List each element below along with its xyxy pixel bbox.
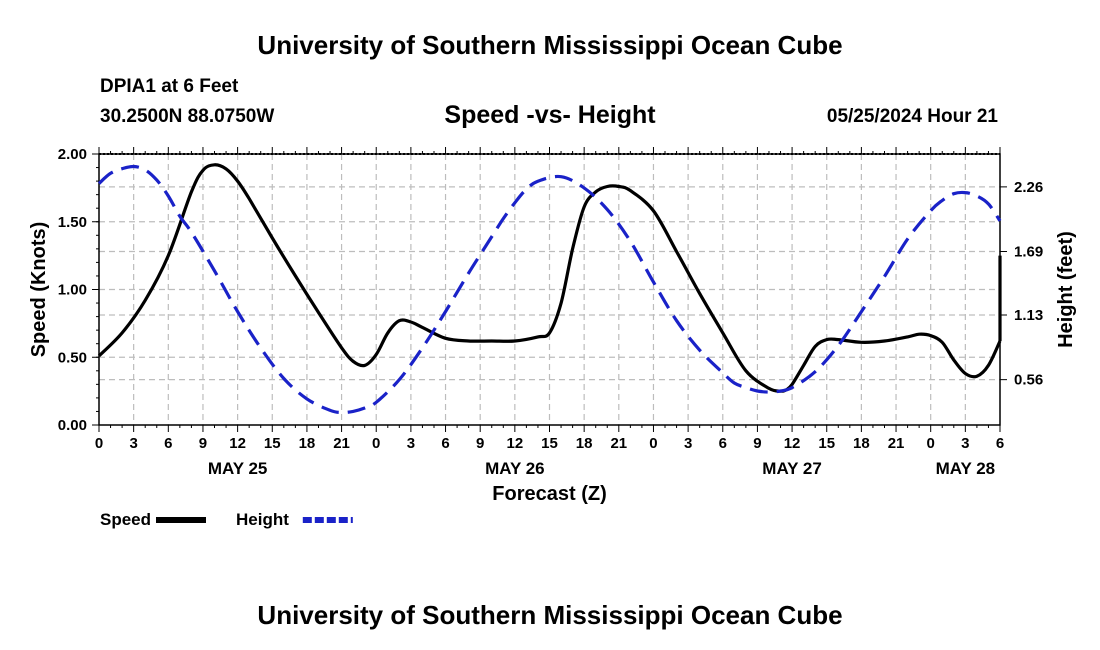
x-tick-label: 3 — [961, 435, 969, 452]
y2-tick-label: 1.13 — [1014, 307, 1043, 324]
x-tick-label: 12 — [507, 435, 524, 452]
x-tick-label: 21 — [610, 435, 627, 452]
y2-tick-label: 1.69 — [1014, 244, 1043, 261]
x-tick-label: 3 — [684, 435, 692, 452]
x-tick-label: 18 — [299, 435, 316, 452]
x-tick-label: 18 — [853, 435, 870, 452]
x-tick-label: 3 — [129, 435, 137, 452]
x-axis-label: Forecast (Z) — [492, 483, 606, 505]
legend-label-height: Height — [236, 510, 289, 529]
x-tick-label: 15 — [264, 435, 281, 452]
x-tick-label: 12 — [784, 435, 801, 452]
y-tick-label: 1.50 — [58, 214, 87, 231]
y-tick-label: 0.50 — [58, 349, 87, 366]
x-tick-label: 6 — [996, 435, 1004, 452]
x-tick-label: 0 — [95, 435, 103, 452]
x-tick-label: 3 — [407, 435, 415, 452]
footer-title: University of Southern Mississippi Ocean… — [257, 600, 843, 630]
x-tick-label: 0 — [927, 435, 935, 452]
station-label: DPIA1 at 6 Feet — [100, 76, 239, 97]
y-tick-label: 1.00 — [58, 282, 87, 299]
date-label: MAY 26 — [485, 459, 545, 478]
legend-label-speed: Speed — [100, 510, 151, 529]
x-tick-label: 21 — [888, 435, 905, 452]
x-tick-label: 6 — [164, 435, 172, 452]
x-tick-label: 0 — [372, 435, 380, 452]
date-label: MAY 28 — [936, 459, 996, 478]
series-line-height — [97, 164, 1002, 415]
x-tick-label: 9 — [476, 435, 484, 452]
x-tick-label: 9 — [199, 435, 207, 452]
series-line-speed — [97, 163, 1002, 393]
x-tick-label: 21 — [333, 435, 350, 452]
date-label: MAY 25 — [208, 459, 268, 478]
y-tick-label: 0.00 — [58, 417, 87, 434]
date-label: MAY 27 — [762, 459, 822, 478]
y2-tick-label: 0.56 — [1014, 372, 1043, 389]
x-tick-label: 0 — [649, 435, 657, 452]
station-coordinates: 30.2500N 88.0750W — [100, 106, 275, 127]
y2-axis-label: Height (feet) — [1055, 231, 1077, 348]
x-tick-label: 6 — [441, 435, 449, 452]
x-tick-label: 6 — [719, 435, 727, 452]
main-title: University of Southern Mississippi Ocean… — [257, 30, 843, 60]
y-axis-label: Speed (Knots) — [28, 222, 50, 358]
x-tick-label: 12 — [229, 435, 246, 452]
x-tick-label: 15 — [818, 435, 835, 452]
chart-title: Speed -vs- Height — [444, 101, 656, 129]
x-tick-label: 15 — [541, 435, 558, 452]
forecast-timestamp: 05/25/2024 Hour 21 — [826, 106, 998, 127]
x-tick-label: 18 — [576, 435, 593, 452]
y2-tick-label: 2.26 — [1014, 179, 1043, 196]
y-tick-label: 2.00 — [58, 146, 87, 163]
x-tick-label: 9 — [753, 435, 761, 452]
